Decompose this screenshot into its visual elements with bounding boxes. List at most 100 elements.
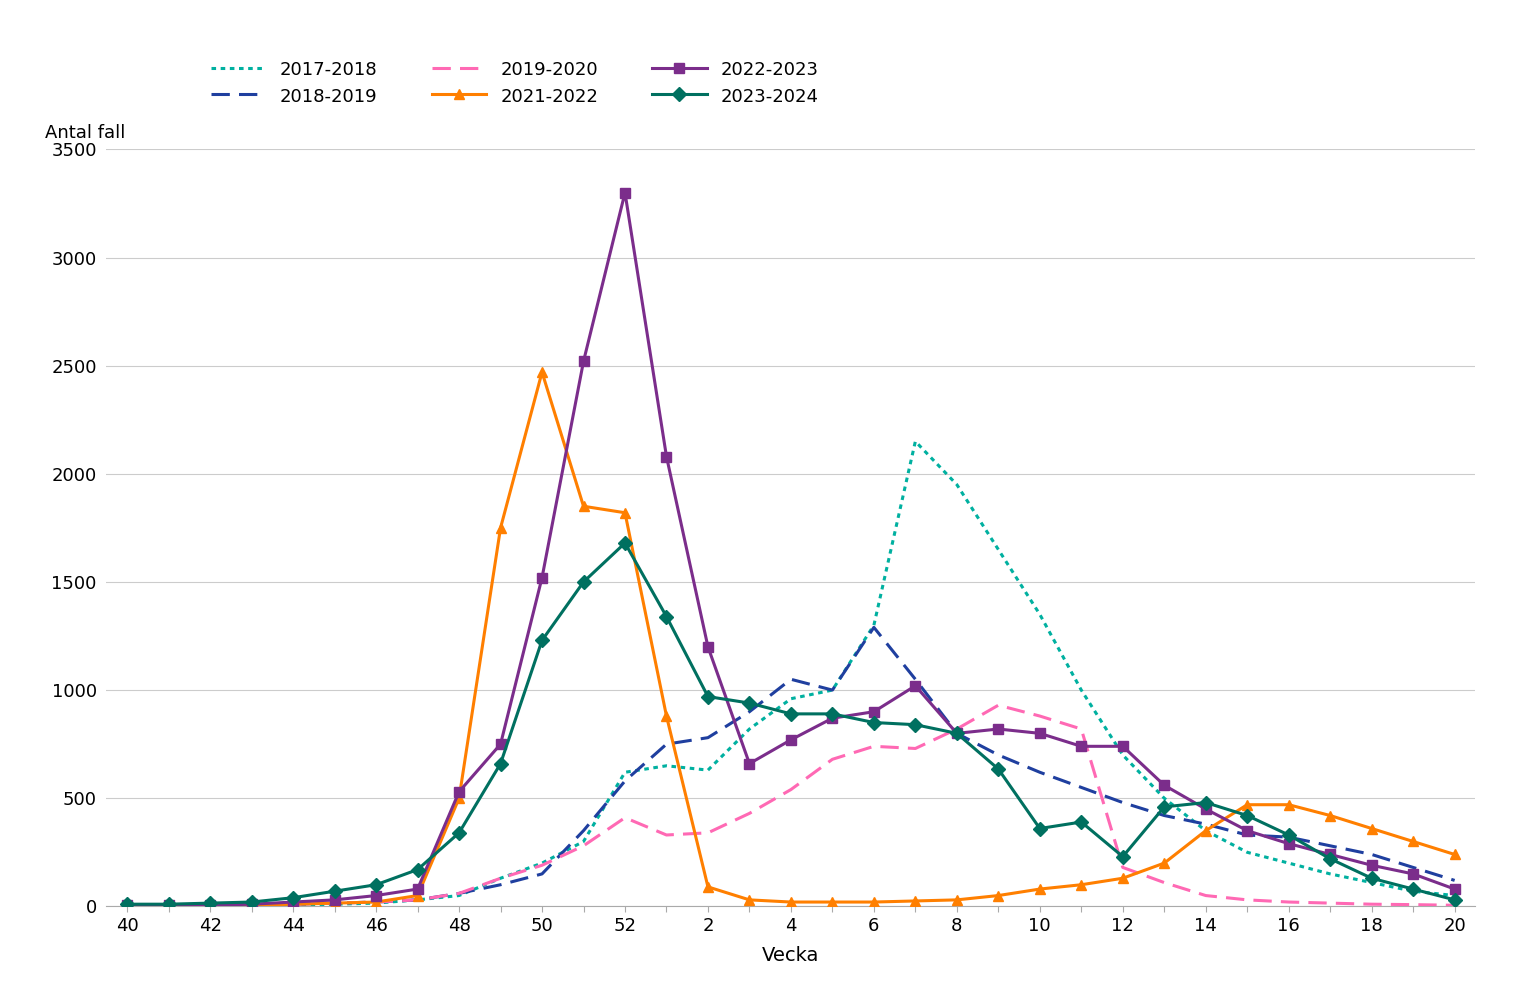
2017-2018 [1197, 825, 1215, 837]
2018-2019 [1238, 829, 1256, 841]
2017-2018 [698, 764, 716, 776]
2021-2022 [367, 896, 385, 908]
2023-2024 [409, 864, 427, 875]
2018-2019 [119, 899, 137, 911]
2018-2019 [616, 775, 634, 787]
2023-2024 [1072, 816, 1091, 828]
2018-2019 [242, 898, 260, 910]
2022-2023 [1113, 740, 1132, 752]
2023-2024 [1197, 797, 1215, 809]
2022-2023 [865, 706, 884, 718]
2018-2019 [409, 893, 427, 905]
2023-2024 [1279, 829, 1297, 841]
2021-2022 [1238, 799, 1256, 811]
2018-2019 [532, 868, 551, 879]
2021-2022 [284, 898, 303, 910]
2018-2019 [160, 899, 178, 911]
2021-2022 [698, 880, 716, 892]
2019-2020 [575, 840, 593, 852]
2019-2020 [1445, 899, 1463, 911]
2018-2019 [1445, 874, 1463, 886]
2017-2018 [242, 899, 260, 911]
2019-2020 [1031, 710, 1049, 722]
2017-2018 [823, 684, 841, 696]
2023-2024 [989, 763, 1007, 775]
2021-2022 [865, 896, 884, 908]
2019-2020 [491, 872, 510, 884]
2019-2020 [242, 899, 260, 911]
2019-2020 [1279, 896, 1297, 908]
Line: 2017-2018: 2017-2018 [128, 441, 1454, 905]
2018-2019 [1322, 840, 1340, 852]
2021-2022 [491, 522, 510, 534]
2021-2022 [1154, 858, 1173, 870]
2017-2018 [1322, 868, 1340, 879]
2023-2024 [119, 898, 137, 910]
2017-2018 [782, 693, 800, 705]
2018-2019 [741, 706, 759, 718]
2019-2020 [450, 887, 468, 899]
2018-2019 [575, 825, 593, 837]
2022-2023 [532, 572, 551, 584]
2021-2022 [242, 899, 260, 911]
2017-2018 [616, 766, 634, 778]
2023-2024 [782, 708, 800, 720]
2017-2018 [1072, 684, 1091, 696]
2023-2024 [741, 697, 759, 709]
2021-2022 [1031, 883, 1049, 895]
2022-2023 [367, 889, 385, 901]
2022-2023 [284, 896, 303, 908]
2019-2020 [657, 829, 675, 841]
2023-2024 [450, 827, 468, 839]
2019-2020 [367, 896, 385, 908]
2018-2019 [1113, 797, 1132, 809]
2022-2023 [119, 899, 137, 911]
2019-2020 [1113, 862, 1132, 873]
2018-2019 [325, 897, 344, 909]
2017-2018 [1031, 609, 1049, 621]
2023-2024 [1238, 810, 1256, 822]
2022-2023 [1154, 779, 1173, 791]
2018-2019 [450, 887, 468, 899]
2017-2018 [1363, 876, 1381, 888]
2021-2022 [1279, 799, 1297, 811]
2022-2023 [409, 883, 427, 895]
2017-2018 [119, 899, 137, 911]
2021-2022 [741, 893, 759, 905]
2021-2022 [201, 899, 219, 911]
2022-2023 [160, 899, 178, 911]
2017-2018 [450, 889, 468, 901]
2021-2022 [657, 710, 675, 722]
2019-2020 [865, 740, 884, 752]
2023-2024 [201, 897, 219, 909]
2018-2019 [989, 749, 1007, 761]
2023-2024 [1363, 872, 1381, 884]
2019-2020 [325, 897, 344, 909]
2023-2024 [532, 634, 551, 646]
2021-2022 [1197, 825, 1215, 837]
2017-2018 [907, 435, 925, 447]
2019-2020 [1238, 893, 1256, 905]
2023-2024 [865, 716, 884, 728]
2021-2022 [948, 893, 966, 905]
2022-2023 [1404, 868, 1422, 879]
2023-2024 [1113, 851, 1132, 863]
2021-2022 [119, 899, 137, 911]
2021-2022 [1363, 823, 1381, 835]
2023-2024 [160, 898, 178, 910]
2022-2023 [242, 898, 260, 910]
2018-2019 [201, 899, 219, 911]
2022-2023 [1072, 740, 1091, 752]
2022-2023 [657, 450, 675, 462]
2021-2022 [160, 899, 178, 911]
2017-2018 [409, 893, 427, 905]
Line: 2023-2024: 2023-2024 [122, 538, 1460, 909]
2023-2024 [367, 878, 385, 890]
2017-2018 [284, 899, 303, 911]
2023-2024 [575, 576, 593, 588]
Line: 2021-2022: 2021-2022 [122, 368, 1460, 910]
2019-2020 [201, 899, 219, 911]
2022-2023 [575, 356, 593, 368]
2022-2023 [491, 738, 510, 750]
2019-2020 [1197, 889, 1215, 901]
